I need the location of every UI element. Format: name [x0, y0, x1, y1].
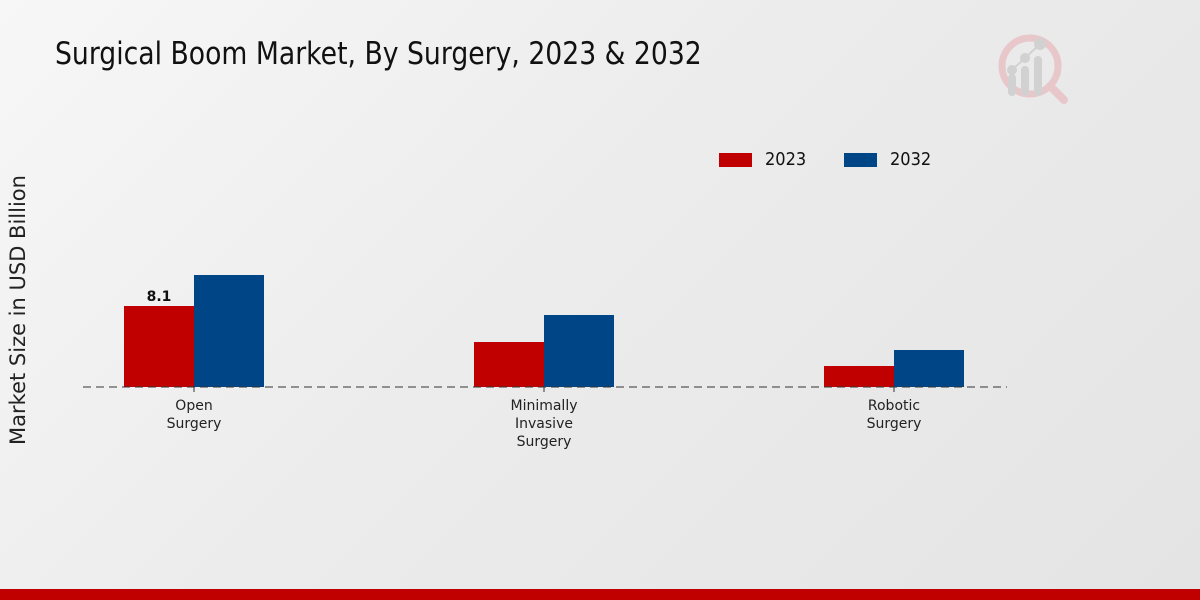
- x-tick-label-2: Robotic Surgery: [867, 398, 922, 432]
- legend-swatch-2032: [843, 152, 877, 167]
- bar-2023-1: [474, 342, 544, 387]
- legend-label-2032: 2032: [889, 149, 932, 170]
- x-tick-label-0: Open Surgery: [167, 398, 222, 432]
- analytics-magnifier-logo-icon: [998, 34, 1068, 104]
- legend-item-2023: 2023: [719, 149, 811, 170]
- x-tick-label-1: Minimally Invasive Surgery: [510, 398, 577, 450]
- legend-label-2023: 2023: [765, 149, 807, 170]
- data-label-2023-0: 8.1: [147, 289, 172, 305]
- bar-2032-2: [894, 350, 964, 387]
- legend-swatch-2023: [719, 152, 752, 167]
- footer-accent-bar: [0, 589, 1200, 600]
- bar-2032-0: [194, 275, 264, 387]
- bar-2023-0: [124, 306, 194, 387]
- bar-2032-1: [544, 315, 614, 387]
- chart-title: Surgical Boom Market, By Surgery, 2023 &…: [55, 36, 702, 72]
- legend-item-2032: 2032: [843, 149, 936, 170]
- bar-2023-2: [824, 366, 894, 387]
- legend: 2023 2032: [719, 149, 969, 170]
